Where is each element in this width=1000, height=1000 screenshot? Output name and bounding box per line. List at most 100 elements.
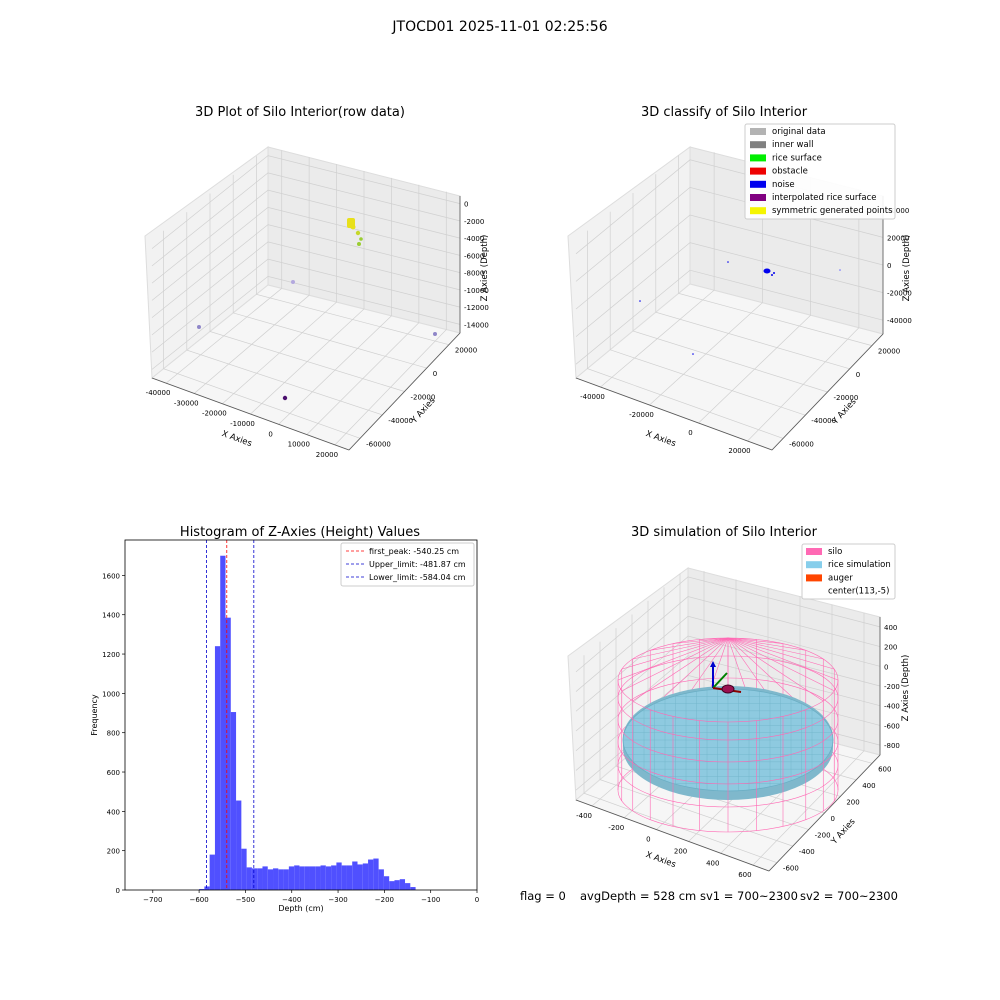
histogram-bar — [236, 800, 242, 890]
silo-wireframe-front — [617, 679, 839, 833]
panel1-zlabel: Z Axies (Depth) — [480, 235, 490, 302]
p2-x-tick-label: -40000 — [580, 393, 605, 401]
silo-roof-line — [727, 637, 824, 660]
p1-z-gridline — [151, 155, 461, 249]
p1-x-gridline — [278, 177, 392, 425]
panel1-cluster-point — [350, 224, 356, 230]
p1-y-tick-label: -20000 — [411, 394, 436, 402]
histogram-bar — [331, 865, 337, 890]
panel1-tail-point — [359, 237, 363, 241]
p1-z-tick-label: -8000 — [464, 270, 484, 278]
p2-x-gridline — [600, 152, 715, 388]
p4-x-tick-label: 400 — [706, 859, 719, 867]
p4-z-tick-label: -600 — [884, 722, 900, 730]
p4-z-tick-label: -200 — [884, 683, 900, 691]
p4-y-gridline — [615, 628, 809, 830]
histogram-x-tick-label: −500 — [236, 896, 255, 904]
histogram-legend-label: Lower_limit: -584.04 cm — [369, 573, 466, 582]
histogram-bar — [283, 869, 289, 890]
panel4-legend-frame — [801, 543, 896, 600]
histogram-y-tick-label: 400 — [107, 808, 120, 816]
p1-z-gridline — [151, 206, 461, 301]
p2-y-tick-label: -40000 — [811, 417, 836, 425]
histogram-bar — [368, 859, 374, 890]
histogram-bar — [378, 869, 384, 890]
panel1-xlabel: X Axies — [220, 429, 253, 449]
panel2-noise-point — [773, 272, 775, 274]
histogram-ylabel: Frequency — [90, 694, 99, 736]
histogram-y-tick-label: 1400 — [102, 612, 120, 620]
panel2-y-axis-line — [771, 333, 884, 451]
p1-x-tick-label: -10000 — [230, 420, 255, 428]
silo-roof-line — [672, 637, 729, 644]
silo-roof-line — [632, 637, 729, 702]
p1-z-tick-label: -10000 — [464, 287, 489, 295]
p2-y-gridline — [609, 211, 806, 416]
p1-x-gridline — [250, 171, 365, 415]
p4-z-gridline — [575, 675, 881, 771]
p1-y-tick-label: 0 — [433, 370, 437, 378]
p2-z-tick-label: 0 — [887, 262, 891, 270]
histogram-x-ticks: −700 −600 −500 −400 −300 −200 −100 0 — [143, 890, 479, 904]
panel-simulation: 3D simulation of Silo Interior -400-2000… — [567, 525, 911, 879]
silo-roof-line — [727, 637, 806, 651]
histogram-bar — [325, 866, 332, 890]
p1-y-tick-label: -60000 — [366, 440, 391, 448]
footer-avg-depth: avgDepth = 528 cm — [580, 889, 696, 903]
panel1-title: 3D Plot of Silo Interior(row data) — [195, 105, 405, 120]
histogram-bar — [267, 869, 274, 890]
histogram-bar — [352, 861, 358, 890]
histogram-y-tick-label: 600 — [107, 769, 120, 777]
panel1-outlier-point — [433, 332, 437, 336]
histogram-legend-label: first_peak: -540.25 cm — [369, 547, 459, 556]
p1-z-tick-label: -14000 — [464, 321, 489, 329]
histogram-y-tick-label: 0 — [116, 887, 120, 895]
histogram-bar — [204, 886, 210, 890]
p2-z-tick-label: 20000 — [887, 234, 909, 242]
p1-x-tick-label: -30000 — [174, 399, 199, 407]
p1-z-tick-label: 0 — [464, 201, 468, 209]
histogram-bar — [362, 863, 369, 890]
silo-roof-line — [727, 637, 784, 644]
p1-x-gridline — [193, 157, 310, 394]
panel-classify: 3D classify of Silo Interior -40000 -2000… — [567, 105, 912, 455]
p4-z-tick-label: -800 — [884, 742, 900, 750]
auger-marker — [710, 661, 742, 694]
p2-y-gridline — [678, 155, 872, 346]
p2-z-gridline — [575, 187, 884, 282]
p4-z-gridline — [575, 655, 881, 751]
p2-z-tick-label: -20000 — [887, 290, 912, 298]
p1-z-tick-label: -4000 — [464, 235, 484, 243]
panel4-legend: silo rice simulation auger center(113,-5) — [801, 543, 896, 600]
panel2-title: 3D classify of Silo Interior — [641, 105, 808, 120]
p1-x-gridline — [222, 164, 337, 404]
silo-roof-line — [632, 637, 729, 660]
panel4-x-axis-line — [575, 799, 770, 872]
p4-z-gridline — [575, 635, 881, 732]
histogram-bar — [304, 866, 310, 890]
p2-y-gridline — [632, 193, 828, 393]
p1-y-gridline — [186, 212, 383, 416]
panel2-points — [639, 261, 841, 355]
panel2-noise-cluster — [763, 268, 771, 274]
p2-y-gridline — [587, 230, 784, 439]
p2-y-tick-label: 20000 — [878, 348, 900, 356]
silo-roof-line — [650, 637, 729, 651]
histogram-bar — [410, 887, 416, 890]
p4-y-gridline — [583, 655, 778, 864]
legend-swatch — [806, 574, 822, 582]
p4-z-gridline — [575, 615, 881, 712]
p1-x-gridline — [334, 191, 447, 446]
panel2-legend: original data inner wall rice surface obsta… — [744, 123, 896, 220]
histogram-bar — [309, 866, 316, 890]
histogram-bar — [199, 889, 205, 890]
histogram-bar — [399, 879, 406, 890]
panel2-xlabel: X Axies — [644, 429, 677, 449]
panel1-y-axis-line — [348, 332, 461, 451]
p1-x-tick-label: -20000 — [202, 410, 227, 418]
figure-suptitle: JTOCD01 2025-11-01 02:25:56 — [391, 19, 607, 35]
p1-x-tick-label: -40000 — [146, 389, 171, 397]
histogram-xlabel: Depth (cm) — [278, 904, 323, 913]
histogram-plot-frame — [124, 539, 478, 891]
p2-z-tick-label: -40000 — [887, 317, 912, 325]
